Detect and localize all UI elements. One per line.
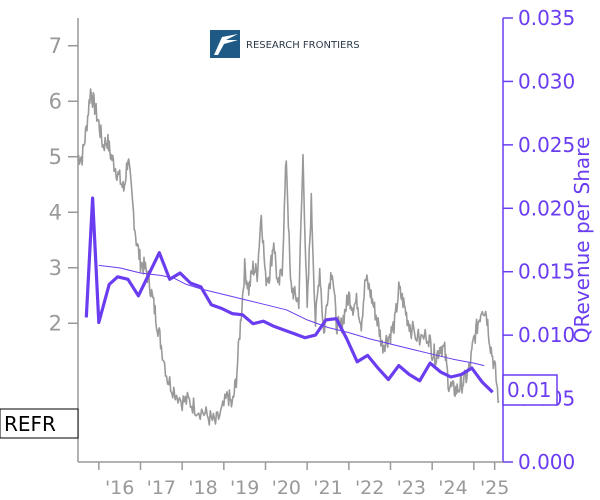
x-tick-label: '25 [480, 477, 509, 499]
series-layer [77, 88, 500, 426]
series-revenue_smoothed-line [98, 264, 485, 367]
x-tick-label: '20 [272, 477, 301, 499]
x-tick-label: '22 [355, 477, 384, 499]
x-tick-label: '21 [313, 477, 342, 499]
x-tick-label: '24 [438, 477, 467, 499]
x-tick-label: '16 [105, 477, 134, 499]
left-tick-label: 7 [49, 34, 62, 58]
right-tick-label: 0.015 [518, 260, 575, 284]
right-tick-label: 0.000 [518, 450, 575, 474]
company-logo: RESEARCH FRONTIERS [210, 30, 360, 58]
series-price-line [77, 88, 500, 426]
logo-mark [210, 30, 240, 58]
x-tick-label: '17 [147, 477, 176, 499]
left-tick-label: 3 [49, 256, 62, 280]
right-axis-label: QRevenue per Share [570, 137, 594, 344]
x-axis-ticks: '16 '17 '18 '19 '20 '21 '22 '23 '24 '25 [98, 462, 509, 499]
last-value-label: 0.01 [507, 378, 552, 402]
right-tick-label: 0.030 [518, 69, 575, 93]
last-value-box [502, 374, 558, 406]
left-tick-label: 4 [49, 200, 62, 224]
left-axis-ticks: 2 3 4 5 6 7 [49, 34, 78, 335]
x-tick-label: '19 [230, 477, 259, 499]
ticker-label: REFR [4, 412, 56, 436]
left-tick-label: 5 [49, 145, 62, 169]
left-tick-label: 6 [49, 89, 62, 113]
series-revenue-line [84, 196, 494, 394]
x-tick-label: '23 [397, 477, 426, 499]
ticker-box [0, 408, 79, 439]
logo-text: RESEARCH FRONTIERS [246, 40, 360, 51]
x-tick-label: '18 [188, 477, 217, 499]
left-tick-label: 2 [49, 311, 62, 335]
right-tick-label: 0.020 [518, 196, 575, 220]
right-tick-label: 0.010 [518, 323, 575, 347]
right-tick-label: 0.025 [518, 133, 575, 157]
logo-glyph [214, 34, 238, 55]
right-tick-label: 0.035 [518, 6, 575, 30]
